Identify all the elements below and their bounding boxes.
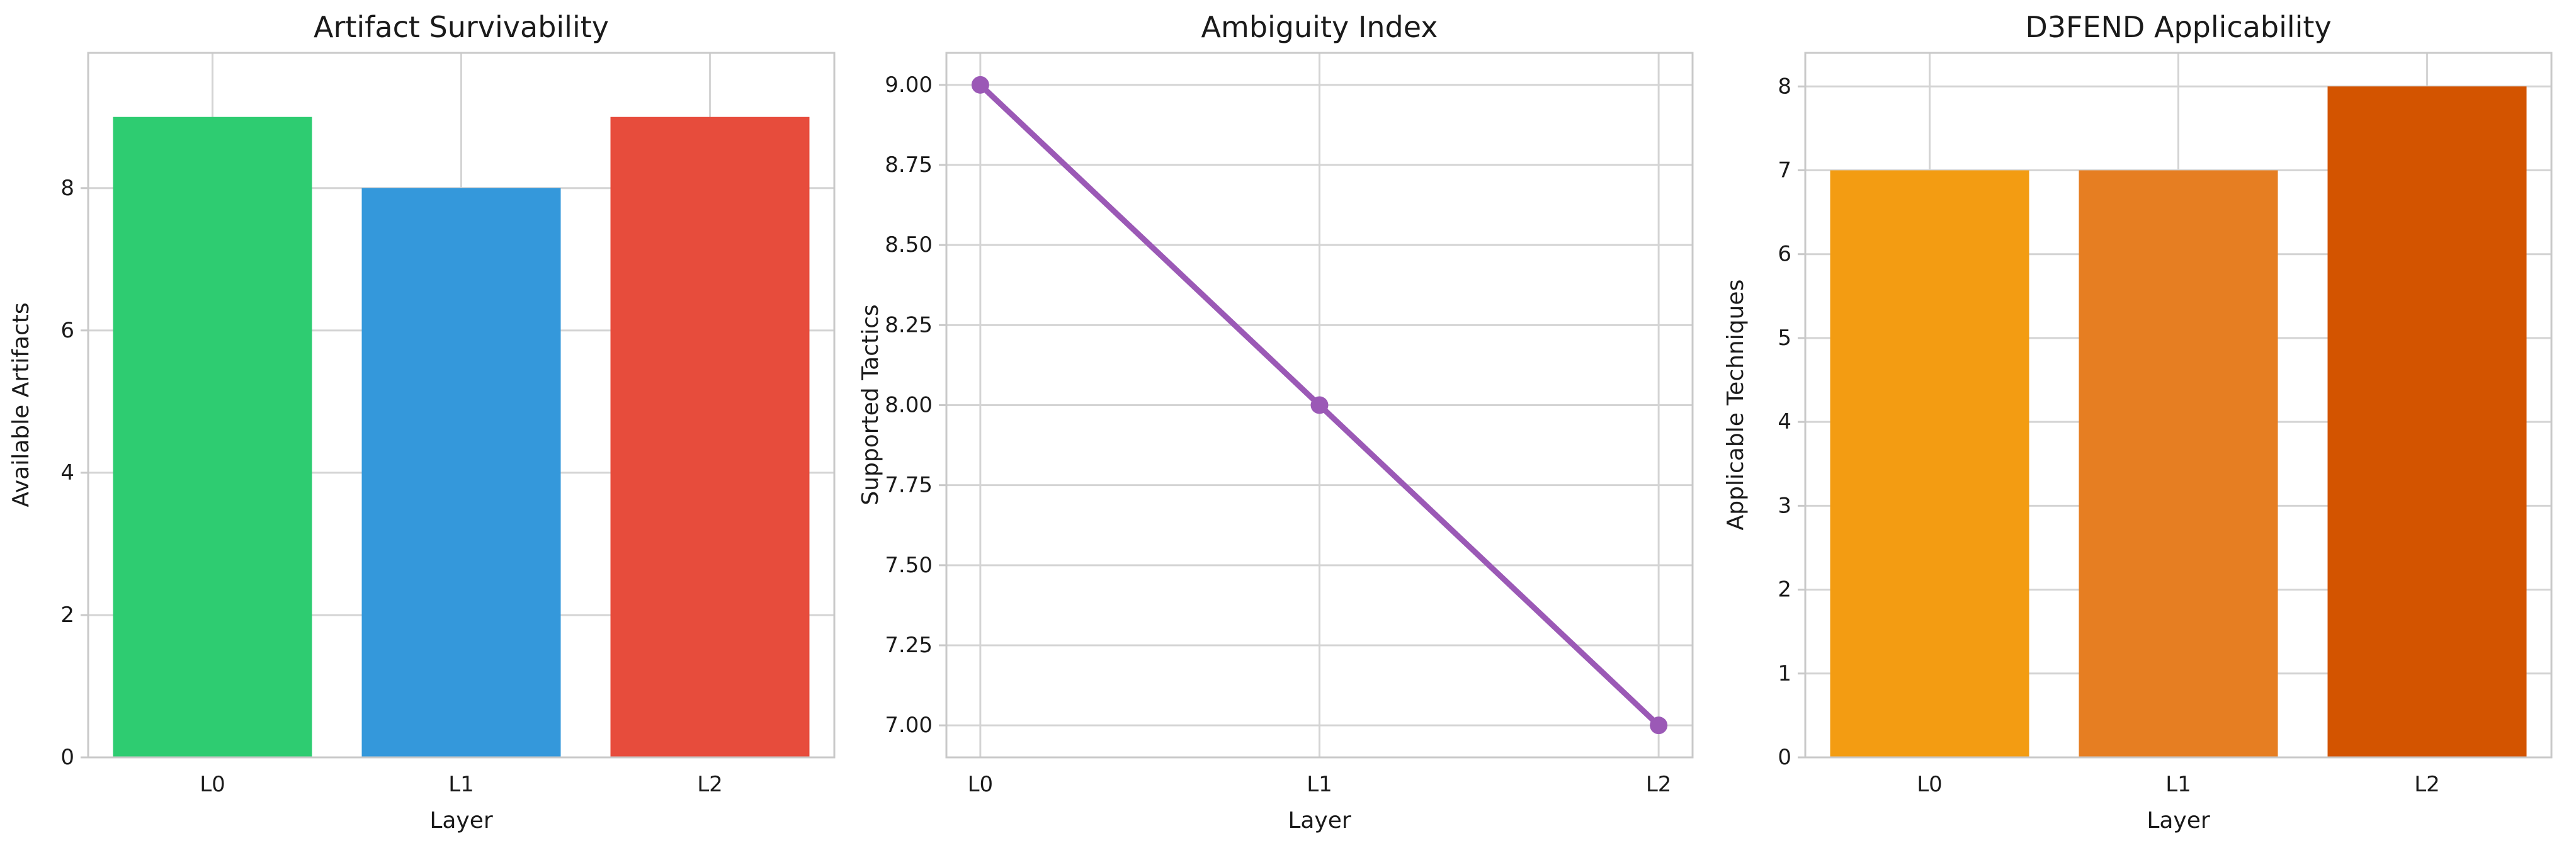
y-tick-label: 8.75 <box>885 152 933 178</box>
y-tick-label: 7.25 <box>885 633 933 658</box>
y-tick-label: 8 <box>1778 74 1791 99</box>
y-tick-label: 6 <box>1778 242 1791 267</box>
x-tick-label: L2 <box>697 772 723 797</box>
y-tick-label: 1 <box>1778 661 1791 686</box>
y-tick-label: 2 <box>60 603 74 628</box>
y-axis-label: Applicable Techniques <box>1723 279 1749 531</box>
x-tick-label: L2 <box>2414 772 2440 797</box>
chart-artifact-survivability: 0 2 4 6 8 L0 L1 L2 Artifact Survivability Avail… <box>0 0 859 843</box>
ambiguity-index-plot-area: 7.00 7.25 7.50 7.75 8.00 8.25 8.50 8.75 9.00 L0 L1… <box>885 52 1694 797</box>
y-tick-label: 7.50 <box>885 553 933 578</box>
chart-title: D3FEND Applicability <box>2025 10 2332 44</box>
x-tick-label: L0 <box>1917 772 1943 797</box>
artifact-survivability-plot-area: 0 2 4 6 8 L0 L1 L2 <box>60 52 836 797</box>
bar-L2 <box>610 116 810 757</box>
y-tick-label: 8.00 <box>885 393 933 418</box>
chart-title: Ambiguity Index <box>1201 10 1438 44</box>
plot-spines <box>87 52 836 759</box>
x-tick-label: L0 <box>968 772 994 797</box>
chart-title: Artifact Survivability <box>313 10 609 44</box>
bar-L1 <box>2079 170 2278 757</box>
y-tick-label: 5 <box>1778 325 1791 351</box>
y-tick-label: 3 <box>1778 493 1791 518</box>
y-tick-label: 4 <box>60 460 74 485</box>
y-tick-label: 9.00 <box>885 72 933 98</box>
x-tick-label: L1 <box>1307 772 1332 797</box>
y-tick-label: 7.75 <box>885 473 933 498</box>
y-tick-label: 8 <box>60 176 74 201</box>
y-tick-label: 4 <box>1778 409 1791 434</box>
x-tick-label: L0 <box>200 772 225 797</box>
marker-L0 <box>971 76 989 94</box>
y-axis-label: Available Artifacts <box>8 302 34 507</box>
x-tick-label: L2 <box>1646 772 1672 797</box>
bar-L0 <box>1830 170 2029 757</box>
bar-L1 <box>361 188 561 757</box>
chart-d3fend-applicability: 0 1 2 3 4 5 6 7 8 L0 L1 L2 D3FEND Applicability App… <box>1717 0 2576 843</box>
y-tick-label: 8.25 <box>885 312 933 337</box>
marker-L2 <box>1650 716 1668 735</box>
marker-L1 <box>1310 396 1329 414</box>
y-axis-label: Supported Tactics <box>858 304 883 506</box>
y-tick-label: 7.00 <box>885 713 933 738</box>
bar-L2 <box>2327 86 2527 757</box>
x-axis-label: Layer <box>429 808 493 834</box>
x-axis-label: Layer <box>2147 808 2210 834</box>
x-axis-label: Layer <box>1288 808 1351 834</box>
y-tick-label: 2 <box>1778 577 1791 603</box>
y-tick-label: 8.50 <box>885 232 933 257</box>
y-tick-label: 6 <box>60 318 74 343</box>
y-tick-label: 0 <box>60 745 74 770</box>
bar-L0 <box>113 116 312 757</box>
chart-ambiguity-index: 7.00 7.25 7.50 7.75 8.00 8.25 8.50 8.75 9.00 L0 L1… <box>858 0 1717 843</box>
x-tick-label: L1 <box>2165 772 2191 797</box>
plot-spines <box>1804 52 2553 759</box>
y-tick-label: 0 <box>1778 745 1791 770</box>
d3fend-applicability-plot-area: 0 1 2 3 4 5 6 7 8 L0 L1 L2 <box>1778 52 2553 797</box>
y-tick-label: 7 <box>1778 158 1791 183</box>
x-tick-label: L1 <box>448 772 474 797</box>
